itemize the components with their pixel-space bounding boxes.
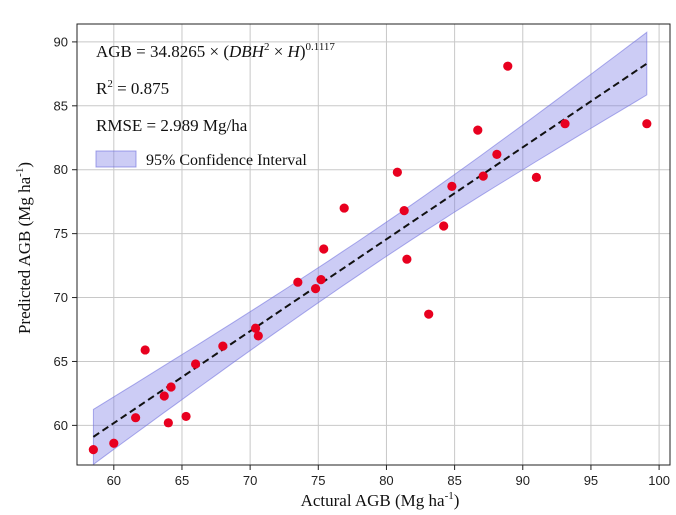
x-tick-label: 85 — [447, 473, 461, 488]
data-point — [310, 284, 321, 294]
data-points — [88, 61, 652, 455]
y-tick-label: 65 — [54, 354, 68, 369]
x-tick-label: 70 — [243, 473, 257, 488]
x-axis-title: Actural AGB (Mg ha-1) — [301, 490, 460, 510]
data-point — [166, 382, 176, 392]
data-point — [439, 221, 449, 231]
fit-line — [92, 62, 648, 438]
data-point — [531, 172, 542, 182]
plot-frame — [76, 23, 671, 466]
data-point — [503, 61, 513, 71]
confidence-band-layer — [92, 31, 648, 466]
y-tick-label: 85 — [54, 98, 68, 113]
data-point — [218, 341, 228, 351]
data-point — [424, 309, 434, 319]
x-tick-label: 75 — [311, 473, 325, 488]
x-tick-label: 90 — [516, 473, 530, 488]
data-point — [253, 331, 263, 341]
rmse-annotation: RMSE = 2.989 Mg/ha — [96, 116, 248, 135]
data-point — [131, 413, 141, 423]
data-point — [402, 254, 412, 264]
data-point — [250, 323, 261, 333]
data-point — [392, 167, 402, 177]
x-tick-label: 100 — [648, 473, 670, 488]
data-point — [642, 119, 652, 129]
confidence-band — [92, 31, 648, 466]
data-point — [293, 277, 303, 287]
x-tick-label: 80 — [379, 473, 393, 488]
data-point — [159, 391, 169, 401]
data-point — [316, 275, 326, 285]
x-tick-label: 60 — [107, 473, 121, 488]
y-tick-label: 60 — [54, 418, 68, 433]
x-tick-label: 95 — [584, 473, 598, 488]
y-tick-label: 80 — [54, 162, 68, 177]
legend-swatch — [95, 150, 137, 168]
y-tick-label: 70 — [54, 290, 68, 305]
data-point — [492, 149, 502, 159]
data-point — [163, 418, 173, 428]
r-squared-annotation: R2 = 0.875 — [96, 78, 169, 98]
data-point — [478, 171, 488, 181]
data-point — [473, 125, 483, 135]
fit-line-layer — [92, 62, 648, 438]
data-point — [88, 445, 98, 455]
y-tick-label: 90 — [54, 34, 68, 49]
y-axis-title: Predicted AGB (Mg ha-1) — [14, 162, 34, 334]
y-tick-labels: 60 65 70 75 80 85 90 — [54, 34, 77, 433]
data-point — [319, 244, 329, 254]
x-tick-labels: 60 65 70 75 80 85 90 95 100 — [107, 465, 670, 488]
data-point — [447, 181, 457, 191]
grid-lines — [77, 24, 670, 465]
y-tick-label: 75 — [54, 226, 68, 241]
data-point — [339, 203, 349, 213]
data-point — [181, 411, 191, 422]
data-point — [140, 345, 150, 355]
data-point — [560, 119, 570, 129]
x-tick-label: 65 — [175, 473, 189, 488]
data-point — [399, 206, 409, 216]
legend-label: 95% Confidence Interval — [146, 152, 307, 169]
data-point — [191, 359, 201, 369]
equation-annotation: AGB = 34.8265 × (DBH2 × H)0.1117 — [96, 41, 335, 61]
data-point — [109, 438, 119, 448]
